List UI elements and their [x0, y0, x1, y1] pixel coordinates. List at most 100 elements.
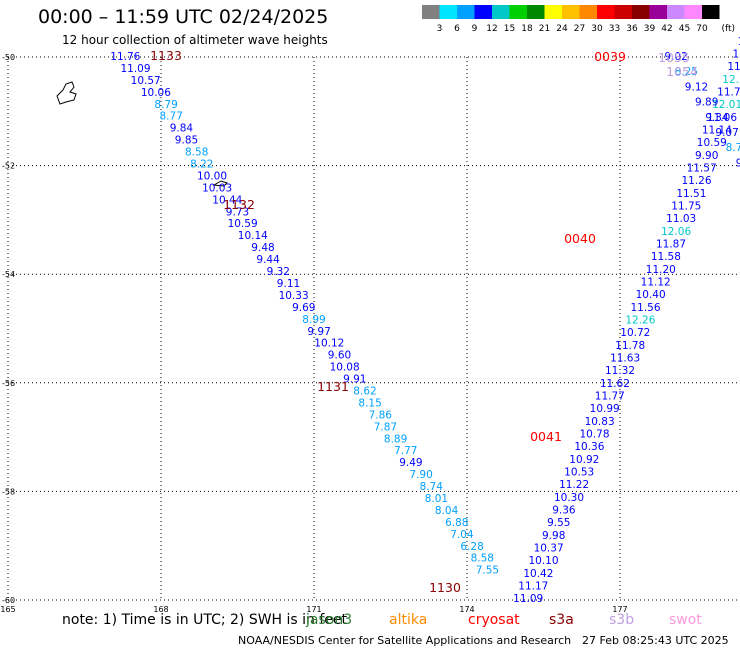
swh-value-label: 10.53 — [564, 466, 594, 478]
swh-value-label: 10.33 — [279, 290, 309, 302]
swh-value-label: 11.17 — [518, 580, 548, 592]
swh-value-label: 7.55 — [476, 565, 499, 577]
colorbar-swatch — [579, 5, 597, 19]
colorbar-swatch — [562, 5, 580, 19]
swh-value-label: 8.01 — [425, 493, 448, 505]
swh-value-label: 9.55 — [547, 517, 570, 529]
pass-time-label: 1132 — [223, 197, 255, 212]
swh-value-label: 10.42 — [523, 568, 553, 580]
swh-value-label: 9.36 — [552, 504, 576, 516]
swh-value-label: 12.06 — [661, 226, 691, 238]
colorbar-label: 9 — [472, 24, 478, 34]
swh-value-label: 9.85 — [175, 135, 198, 147]
swh-value-label: 8.58 — [471, 553, 494, 565]
pass-time-label: 0040 — [564, 231, 596, 246]
swh-value-label: 10.72 — [620, 327, 650, 339]
swh-value-label: 12.01 — [712, 99, 740, 111]
swh-value-label: 7.87 — [374, 421, 397, 433]
swh-value-label: 9.73 — [226, 206, 249, 218]
swh-value-label: 7.86 — [369, 409, 393, 421]
swh-value-label: 11.65 — [732, 48, 740, 60]
colorbar-label: 3 — [437, 24, 443, 34]
swh-value-label: 10.92 — [569, 454, 599, 466]
swh-value-label: 9.90 — [695, 150, 718, 162]
swh-value-label: 8.04 — [435, 505, 459, 517]
swh-value-label: 9.44 — [256, 254, 280, 266]
swh-value-label: 9.02 — [664, 51, 687, 63]
swh-value-label: 11.75 — [671, 200, 701, 212]
x-tick-label: 171 — [306, 605, 321, 614]
colorbar-swatch — [597, 5, 615, 19]
swh-value-label: 10.37 — [534, 542, 564, 554]
swh-value-label: 11.09 — [120, 63, 150, 75]
colorbar-label: 39 — [644, 24, 656, 34]
pass-time-label: 1054 — [666, 64, 698, 79]
swh-value-label: 11.32 — [605, 365, 635, 377]
pass-time-label: 1133 — [150, 48, 182, 63]
swh-value-label: 8.22 — [190, 159, 213, 171]
swh-value-label: 12.26 — [625, 314, 655, 326]
swh-value-label: 9.05 — [736, 157, 740, 169]
y-tick-label: -52 — [2, 162, 15, 171]
y-tick-label: -54 — [2, 270, 15, 279]
swh-value-label: 11.58 — [651, 251, 681, 263]
swh-value-label: 8.79 — [154, 99, 177, 111]
swh-value-label: 12.39 — [722, 74, 740, 86]
swh-value-label: 8.62 — [353, 385, 376, 397]
swh-value-label: 8.76 — [726, 142, 740, 154]
colorbar-label: 12 — [486, 24, 497, 34]
swh-value-label: 11.14 — [702, 124, 732, 136]
generated-timestamp: 27 Feb 08:25:43 UTC 2025 — [582, 634, 729, 647]
swh-value-label: 10.06 — [141, 87, 171, 99]
pass-time-label: 0041 — [530, 429, 562, 444]
swh-value-label: 9.48 — [251, 242, 274, 254]
swh-value-label: 11.57 — [687, 162, 717, 174]
swh-value-label: 11.06 — [707, 112, 737, 124]
satellite-legend-item: altika — [389, 612, 428, 628]
swh-value-label: 11.09 — [513, 593, 543, 605]
data-labels: 11.7611.0910.5710.068.798.779.849.858.58… — [110, 36, 740, 605]
colorbar-label: 18 — [521, 24, 533, 34]
colorbar-label: 42 — [661, 24, 672, 34]
colorbar-swatch — [614, 5, 632, 19]
colorbar-swatch — [544, 5, 562, 19]
satellite-legend-item: s3a — [549, 612, 574, 628]
colorbar-label: 15 — [504, 24, 515, 34]
swh-value-label: 10.78 — [579, 428, 609, 440]
swh-value-label: 9.07 — [715, 127, 738, 139]
colorbar-label: 33 — [609, 24, 620, 34]
swh-value-label: 11.03 — [666, 213, 696, 225]
swh-value-label: 11.62 — [600, 378, 630, 390]
island-outline — [56, 81, 77, 105]
swh-value-label: 9.91 — [343, 374, 366, 386]
swh-value-label: 11.76 — [110, 51, 140, 63]
swh-value-label: 10.03 — [202, 182, 232, 194]
swh-value-label: 10.14 — [238, 230, 268, 242]
swh-value-label: 11.78 — [615, 340, 645, 352]
swh-value-label: 10.12 — [314, 338, 344, 350]
chart-title: 00:00 – 11:59 UTC 02/24/2025 — [38, 6, 329, 28]
grid-lines — [7, 56, 740, 601]
swh-value-label: 9.60 — [328, 350, 351, 362]
satellite-legend-item: swot — [669, 612, 702, 628]
colorbar-swatch — [439, 5, 457, 19]
colorbar-swatch — [632, 5, 650, 19]
swh-value-label: 9.98 — [542, 530, 565, 542]
satellite-legend-item: jason3 — [306, 612, 353, 628]
colorbar-label: 30 — [591, 24, 603, 34]
swh-value-label: 11.87 — [656, 238, 686, 250]
colorbar-label: 27 — [574, 24, 585, 34]
island-outlines — [56, 81, 228, 187]
swh-value-label: 10.83 — [585, 416, 615, 428]
colorbar-label: 70 — [696, 24, 708, 34]
colorbar-swatch — [492, 5, 510, 19]
y-tick-label: -58 — [2, 487, 15, 496]
colorbar-swatch — [527, 5, 545, 19]
colorbar-swatch — [667, 5, 685, 19]
colorbar-label: 21 — [539, 24, 550, 34]
swh-value-label: 9.11 — [277, 278, 300, 290]
x-tick-label: 177 — [612, 605, 627, 614]
swh-value-label: 8.58 — [185, 147, 208, 159]
swh-value-label: 11.63 — [610, 352, 640, 364]
swh-value-label: 8.25 — [675, 66, 698, 78]
